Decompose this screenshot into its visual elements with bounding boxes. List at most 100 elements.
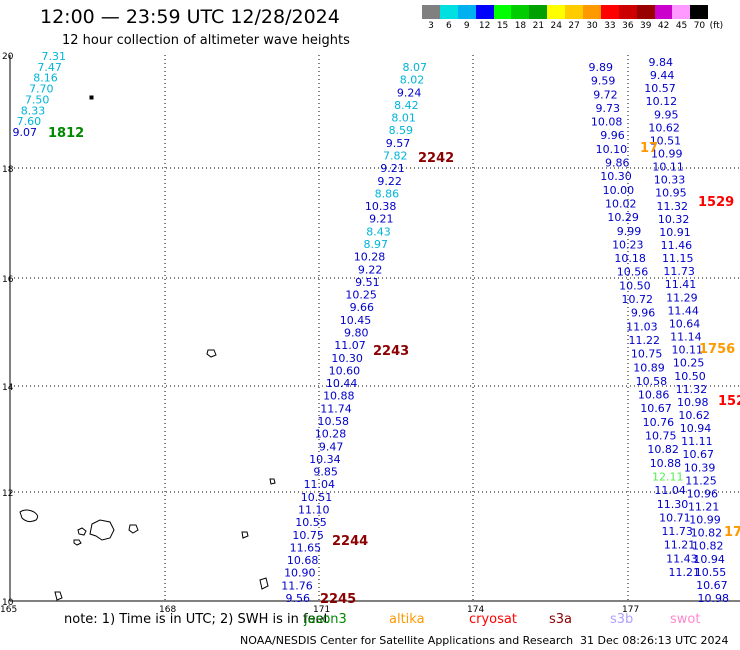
wave-height-tracks: 7.317.478.167.707.508.337.609.07 8.078.02… (13, 50, 730, 605)
longitude-tick-label: 177 (622, 605, 639, 615)
wave-height-value: 10.60 (329, 364, 361, 377)
color-swatch (439, 5, 458, 19)
wave-height-value: 10.88 (323, 390, 355, 403)
wave-height-value: 10.02 (605, 197, 637, 210)
wave-height-value: 10.10 (596, 143, 628, 156)
wave-height-value: 10.72 (621, 293, 653, 306)
island-outline (89, 519, 115, 541)
island-outline (54, 591, 63, 601)
wave-height-value: 9.86 (605, 157, 630, 170)
wave-height-value: 9.51 (355, 276, 380, 289)
wave-height-value: 9.66 (350, 301, 375, 314)
wave-height-value: 10.82 (692, 540, 724, 553)
wave-height-value: 11.73 (661, 525, 693, 538)
color-swatch (475, 5, 494, 19)
wave-height-value: 11.11 (681, 435, 713, 448)
wave-height-value: 8.86 (375, 187, 400, 200)
wave-height-value: 10.98 (698, 592, 730, 605)
wave-height-value: 10.86 (638, 389, 670, 402)
wave-height-value: 11.73 (663, 265, 695, 278)
wave-height-value: 9.99 (617, 225, 642, 238)
wave-height-value: 10.62 (678, 409, 710, 422)
wave-height-value: 11.44 (667, 304, 699, 317)
wave-height-value: 10.30 (600, 170, 632, 183)
wave-height-value: 9.21 (380, 162, 405, 175)
latitude-tick-label: 16 (2, 275, 14, 285)
map-title: 12:00 — 23:59 UTC 12/28/2024 (40, 6, 340, 28)
color-swatch (583, 5, 601, 19)
wave-height-value: 7.50 (25, 93, 50, 106)
wave-height-value: 9.96 (600, 129, 625, 142)
wave-height-value: 10.25 (673, 357, 705, 370)
wave-height-value: 9.56 (286, 592, 311, 605)
wave-height-value: 10.29 (607, 211, 639, 224)
wave-height-value: 10.33 (654, 174, 686, 187)
wave-height-value: 10.51 (301, 491, 333, 504)
wave-height-value: 11.41 (665, 278, 697, 291)
wave-height-value: 11.21 (688, 500, 720, 513)
wave-height-value: 10.28 (315, 428, 347, 441)
color-scale-label: 3 (428, 21, 434, 31)
wave-height-value: 11.21 (669, 566, 701, 579)
longitude-tick-label: 171 (313, 605, 330, 615)
wave-height-value: 11.74 (320, 402, 352, 415)
wave-height-value: 8.43 (366, 225, 391, 238)
color-swatch (672, 5, 691, 19)
wave-height-value: 8.59 (389, 124, 414, 137)
island-outline (77, 527, 87, 536)
wave-height-value: 10.45 (340, 314, 372, 327)
wave-height-value: 10.94 (693, 553, 725, 566)
color-swatch (493, 5, 512, 19)
mission-swot: swot (670, 612, 701, 627)
wave-height-value: 9.24 (397, 86, 422, 99)
color-scale-label: 70 (693, 21, 706, 31)
pass-time-label: 1756 (699, 342, 735, 357)
wave-height-value: 10.08 (591, 116, 623, 129)
wave-height-value: 10.89 (633, 361, 665, 374)
color-swatch (547, 5, 566, 19)
color-scale-label: 36 (622, 21, 634, 31)
wave-height-value: 11.04 (654, 484, 686, 497)
wave-height-value: 9.84 (649, 56, 674, 69)
pass-time-label: 2242 (418, 151, 454, 166)
island-outline (269, 478, 276, 485)
wave-height-value: 9.57 (386, 137, 411, 150)
credit-text: NOAA/NESDIS Center for Satellite Applica… (240, 634, 574, 647)
wave-height-value: 11.46 (661, 239, 693, 252)
wave-height-value: 10.11 (672, 344, 704, 357)
wave-height-value: 10.75 (631, 348, 663, 361)
island-outlines (19, 95, 276, 601)
wave-height-value: 10.76 (643, 416, 675, 429)
latitude-tick-label: 14 (2, 383, 14, 393)
wave-height-value: 10.58 (636, 375, 668, 388)
color-swatch (600, 5, 619, 19)
wave-height-value: 9.95 (654, 108, 679, 121)
island-outline (206, 349, 217, 358)
wave-height-value: 10.99 (689, 514, 721, 527)
wave-height-value: 10.55 (695, 566, 727, 579)
color-swatch (457, 5, 476, 19)
wave-height-value: 10.25 (345, 289, 377, 302)
pass-time-label: 152 (718, 394, 740, 409)
wave-height-value: 10.56 (617, 266, 649, 279)
wave-height-value: 10.88 (650, 457, 682, 470)
island-outline (128, 524, 139, 534)
island-outline (241, 531, 249, 539)
wave-height-value: 10.75 (645, 430, 677, 443)
wave-height-value: 10.50 (619, 279, 651, 292)
wave-height-value: 9.07 (13, 126, 38, 139)
wave-height-value: 10.51 (650, 134, 682, 147)
wave-height-value: 10.00 (603, 184, 635, 197)
wave-height-value: 11.14 (670, 331, 702, 344)
mission-s3b: s3b (610, 612, 634, 627)
wave-height-value: 7.70 (29, 83, 54, 96)
wave-height-value: 9.44 (650, 69, 675, 82)
wave-height-value: 10.57 (644, 82, 676, 95)
color-scale-label: 30 (586, 21, 598, 31)
wave-height-value: 10.75 (292, 529, 324, 542)
wave-height-value: 9.80 (344, 327, 369, 340)
wave-height-value: 9.22 (358, 263, 383, 276)
wave-height-value: 9.21 (369, 213, 394, 226)
color-swatch (511, 5, 530, 19)
wave-height-value: 11.07 (334, 339, 366, 352)
